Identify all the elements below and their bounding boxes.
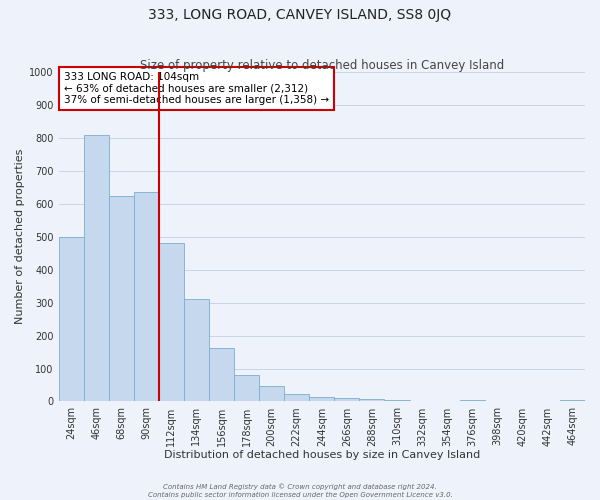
Bar — [284, 394, 309, 402]
Text: Contains HM Land Registry data © Crown copyright and database right 2024.
Contai: Contains HM Land Registry data © Crown c… — [148, 484, 452, 498]
Title: Size of property relative to detached houses in Canvey Island: Size of property relative to detached ho… — [140, 59, 504, 72]
Bar — [334, 398, 359, 402]
X-axis label: Distribution of detached houses by size in Canvey Island: Distribution of detached houses by size … — [164, 450, 480, 460]
Bar — [184, 298, 209, 402]
Bar — [83, 134, 109, 402]
Bar — [259, 386, 284, 402]
Bar — [410, 401, 434, 402]
Bar — [560, 400, 585, 402]
Bar — [460, 400, 485, 402]
Bar — [109, 196, 134, 402]
Bar — [159, 244, 184, 402]
Bar — [359, 399, 385, 402]
Bar — [209, 348, 234, 402]
Text: 333, LONG ROAD, CANVEY ISLAND, SS8 0JQ: 333, LONG ROAD, CANVEY ISLAND, SS8 0JQ — [148, 8, 452, 22]
Bar — [309, 396, 334, 402]
Y-axis label: Number of detached properties: Number of detached properties — [15, 149, 25, 324]
Bar — [134, 192, 159, 402]
Text: 333 LONG ROAD: 104sqm
← 63% of detached houses are smaller (2,312)
37% of semi-d: 333 LONG ROAD: 104sqm ← 63% of detached … — [64, 72, 329, 105]
Bar — [385, 400, 410, 402]
Bar — [234, 375, 259, 402]
Bar — [59, 236, 83, 402]
